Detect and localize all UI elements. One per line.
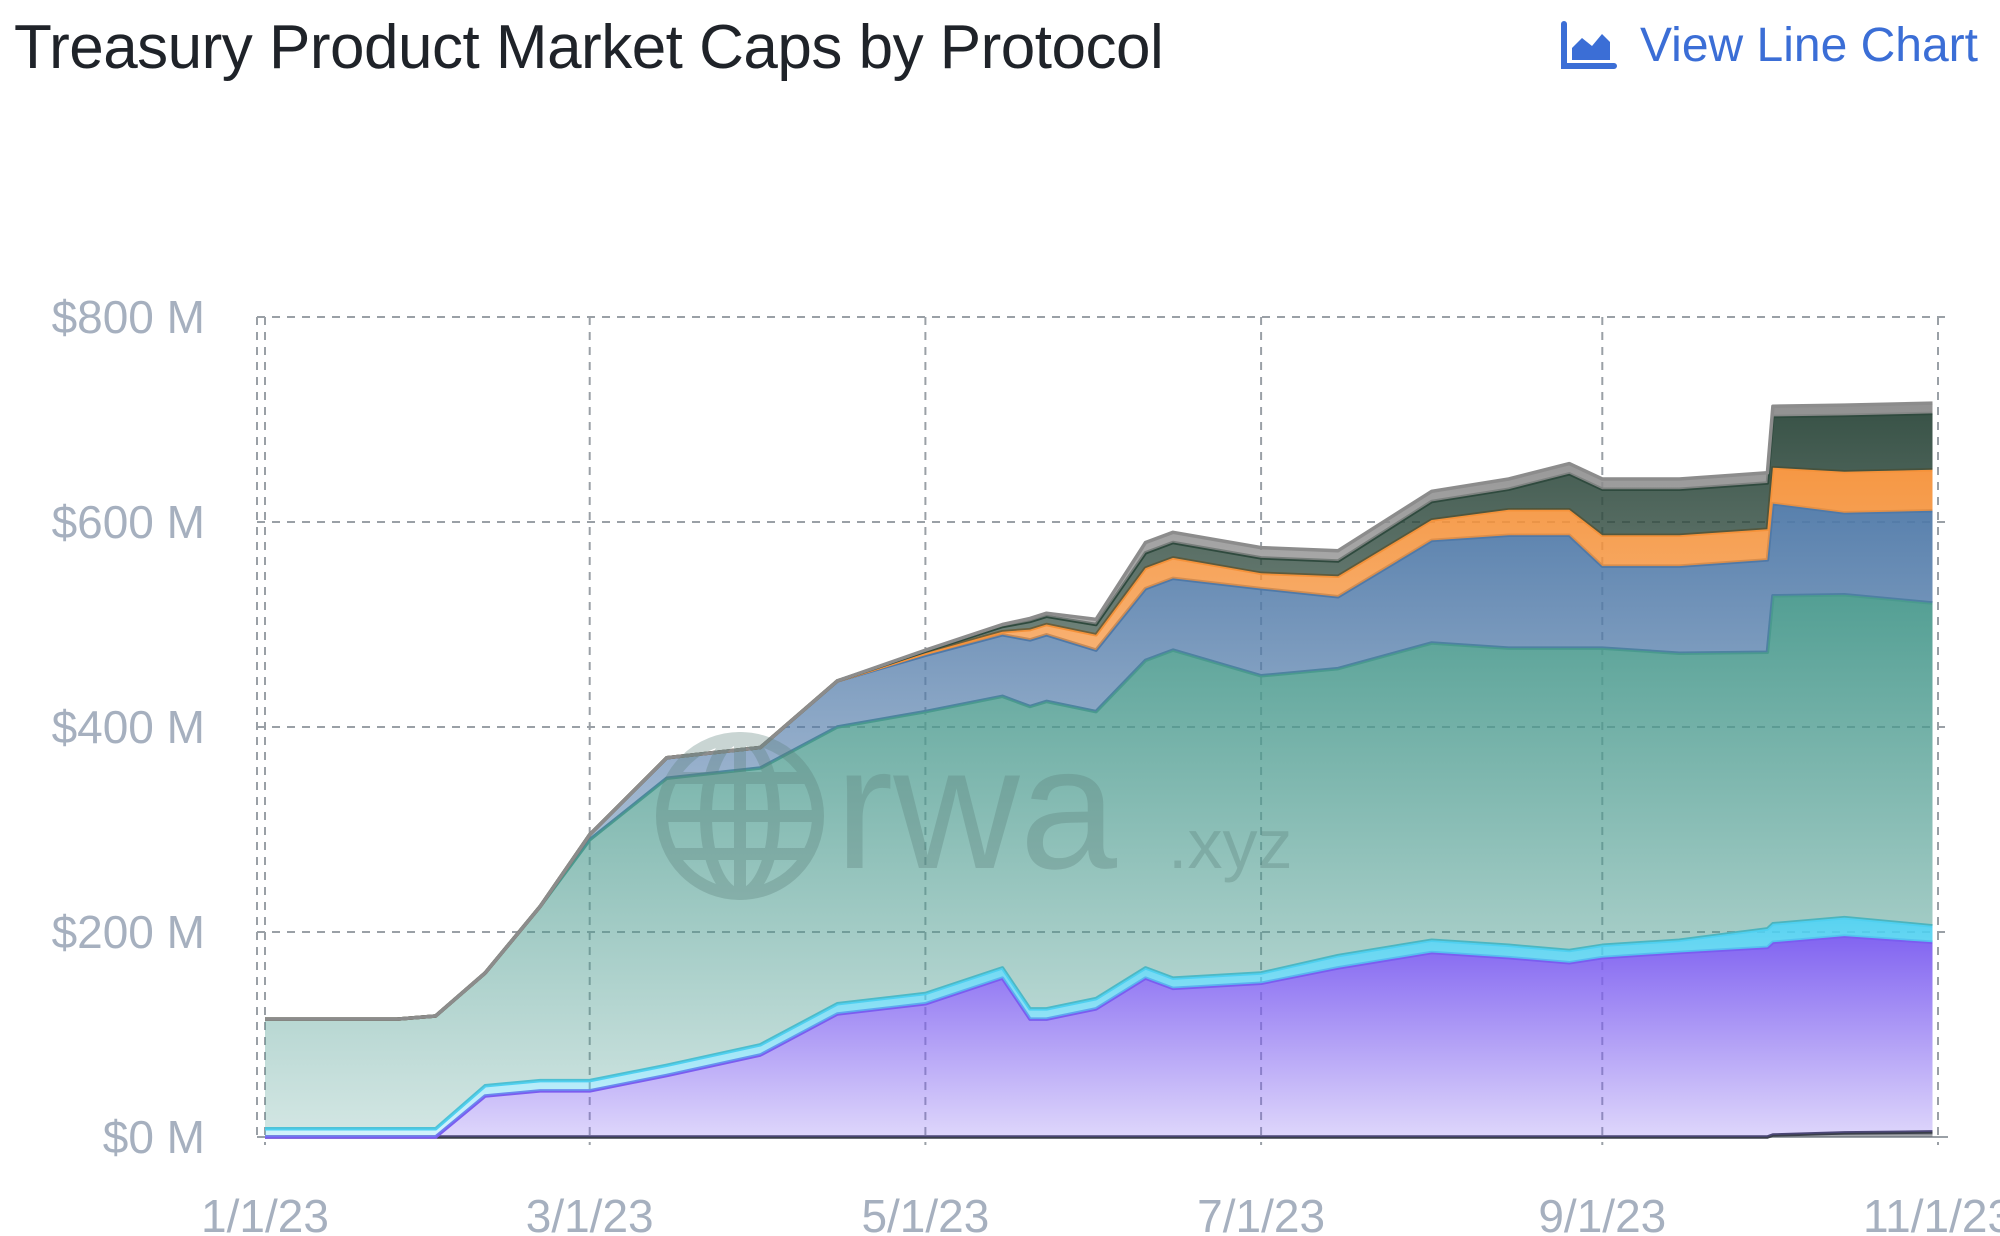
watermark-text: rwa bbox=[835, 711, 1118, 906]
series-areas bbox=[265, 401, 1933, 1139]
y-tick-label: $400 M bbox=[52, 701, 205, 753]
series-area bbox=[265, 503, 1933, 1020]
x-tick-label: 11/1/23 bbox=[1863, 1190, 2000, 1236]
x-tick-label: 5/1/23 bbox=[861, 1190, 989, 1236]
series-area bbox=[265, 917, 1933, 1137]
series-area bbox=[265, 594, 1933, 1129]
area-chart-icon bbox=[1561, 20, 1618, 69]
y-tick-label: $0 M bbox=[103, 1111, 205, 1163]
view-line-chart-button[interactable]: View Line Chart bbox=[1560, 18, 1978, 73]
view-line-chart-label: View Line Chart bbox=[1640, 19, 1978, 72]
globe-icon bbox=[656, 732, 824, 900]
watermark: rwa .xyz bbox=[656, 711, 1292, 906]
x-tick-label: 9/1/23 bbox=[1538, 1190, 1666, 1236]
axes: $0 M $200 M $400 M $600 M $800 M 1/1/23 3/1/23… bbox=[52, 291, 2000, 1236]
x-tick-label: 3/1/23 bbox=[526, 1190, 654, 1236]
y-tick-label: $200 M bbox=[52, 906, 205, 958]
page-title: Treasury Product Market Caps by Protocol bbox=[14, 13, 1164, 82]
series-area bbox=[265, 936, 1933, 1137]
y-tick-label: $800 M bbox=[52, 291, 205, 343]
x-tick-label: 1/1/23 bbox=[201, 1190, 329, 1236]
y-tick-label: $600 M bbox=[52, 496, 205, 548]
series-line bbox=[265, 401, 1933, 1021]
watermark-suffix: .xyz bbox=[1168, 805, 1292, 883]
x-tick-label: 7/1/23 bbox=[1197, 1190, 1325, 1236]
